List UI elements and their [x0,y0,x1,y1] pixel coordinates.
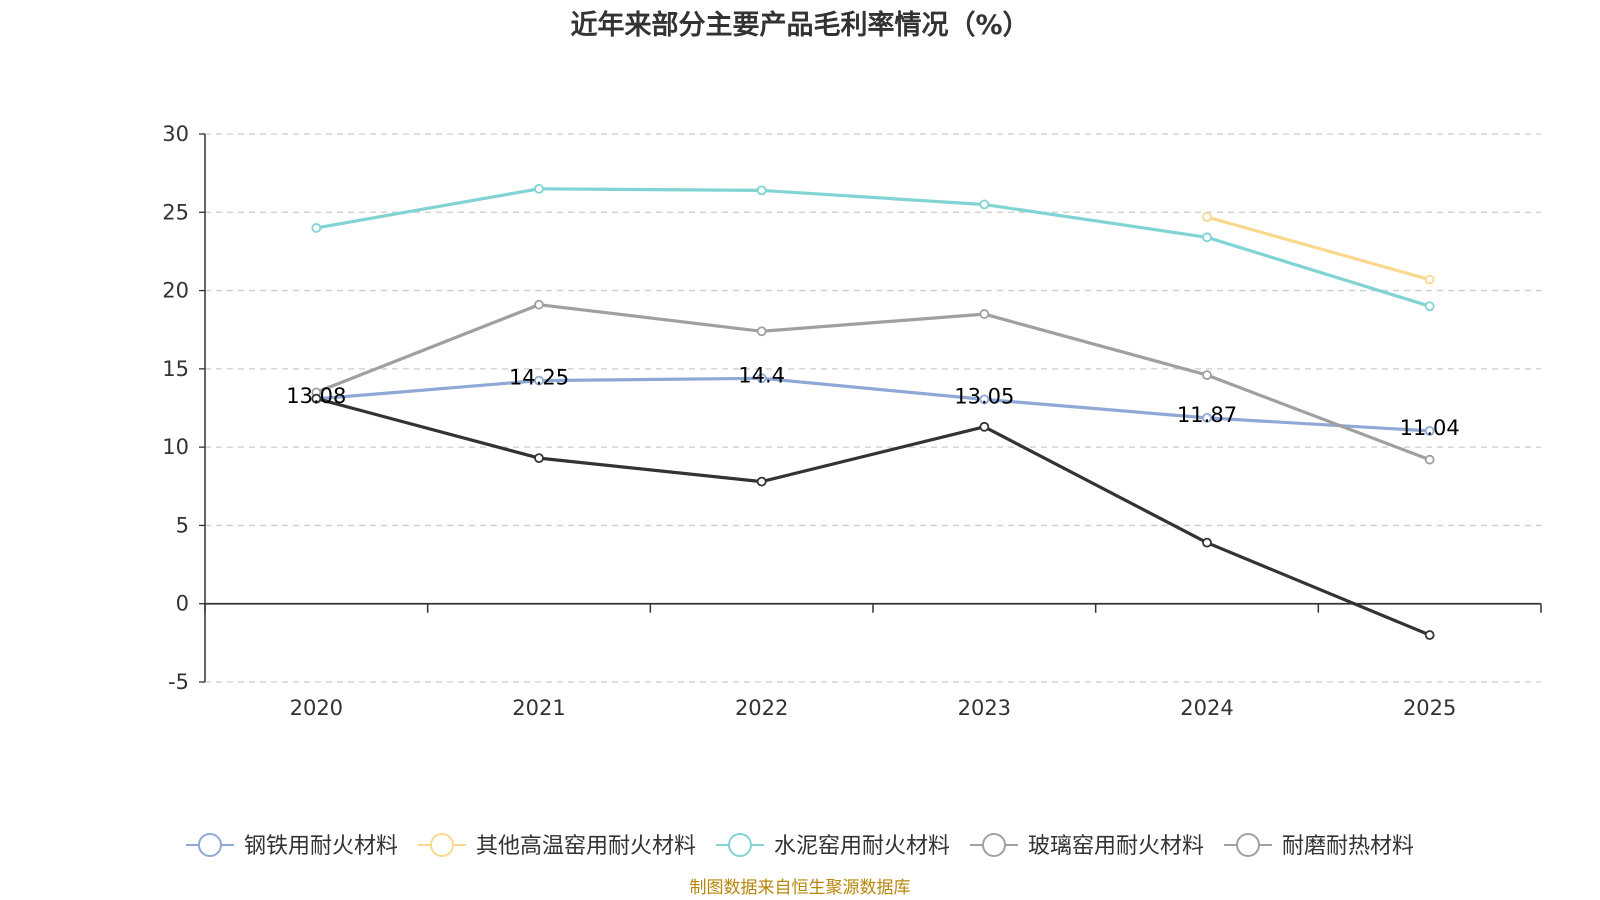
x-tick-label: 2022 [735,696,788,720]
series-line [1206,215,1431,282]
data-point [979,309,990,319]
data-point [1202,537,1212,548]
data-point [979,421,990,432]
legend-item[interactable]: 钢铁用耐火材料 [185,833,398,859]
legend-marker-icon [982,833,1007,857]
series-line [316,187,1431,308]
legend-label: 钢铁用耐火材料 [244,834,398,859]
legend: 钢铁用耐火材料 其他高温窑用耐火材料 水泥窑用耐火材料 玻璃窑用耐火材料 耐磨耐热材料 [185,833,1414,859]
data-point [1424,454,1435,465]
legend-label: 耐磨耐热材料 [1282,834,1414,859]
series-group [311,183,1435,640]
data-point [1424,301,1435,312]
series-1 [1202,212,1435,285]
series-line [315,397,1431,637]
data-point [534,375,544,386]
legend-marker-icon [1236,833,1261,857]
data-label: 11.87 [1177,403,1237,427]
legend-item[interactable]: 水泥窑用耐火材料 [715,833,950,859]
data-point [756,185,767,196]
y-tick-label: 25 [162,200,189,224]
data-point [756,476,767,487]
data-point [979,394,990,405]
data-point [1202,412,1212,423]
x-tick-label: 2021 [512,696,565,720]
legend-item[interactable]: 玻璃窑用耐火材料 [970,833,1204,859]
data-label: 13.05 [954,384,1014,408]
legend-item[interactable]: 其他高温窑用耐火材料 [417,833,696,859]
legend-label: 玻璃窑用耐火材料 [1028,834,1204,859]
source-note: 制图数据来自恒生聚源数据库 [690,878,911,898]
y-tick-label: 0 [176,592,189,616]
data-point [756,373,767,384]
chart-title: 近年来部分主要产品毛利率情况（%） [570,9,1029,41]
y-tick-label: 5 [176,513,189,537]
x-tick-label: 2020 [290,696,343,720]
series-0 [311,373,1435,436]
data-point [1424,274,1435,285]
data-point [756,326,767,337]
legend-item[interactable]: 耐磨耐热材料 [1224,833,1414,859]
x-tick-label: 2023 [958,696,1011,720]
data-point [1424,425,1435,436]
y-tick-label: 20 [162,279,189,303]
data-point [534,183,544,194]
data-point [1202,370,1212,381]
data-point [311,223,322,233]
series-2 [311,183,1435,312]
data-label: 11.04 [1400,416,1460,440]
data-point [1202,212,1212,222]
legend-label: 其他高温窑用耐火材料 [476,834,696,859]
series-3 [311,299,1435,465]
data-label: 13.08 [286,384,346,408]
data-labels: 13.08 14.25 14.4 13.05 11.87 11.04 [286,363,1459,440]
y-tick-label: -5 [168,670,189,694]
data-point [534,453,544,464]
data-point [1424,630,1435,640]
legend-marker-icon [197,833,222,857]
series-line [315,303,1431,462]
grid-lines [205,133,1541,683]
x-tick-label: 2024 [1180,696,1233,720]
legend-label: 水泥窑用耐火材料 [774,834,950,859]
series-line [316,376,1430,433]
data-label: 14.25 [509,366,569,390]
data-label: 14.4 [738,363,785,387]
data-point [979,199,990,210]
series-4 [311,393,1435,640]
data-point [534,299,544,310]
data-point [1202,232,1212,243]
y-tick-label: 10 [162,435,189,459]
y-tick-label: 15 [162,357,189,381]
legend-marker-icon [429,833,454,857]
x-tick-label: 2025 [1403,696,1456,720]
data-point [311,393,322,404]
y-tick-label: 30 [162,122,189,146]
legend-marker-icon [727,833,752,857]
